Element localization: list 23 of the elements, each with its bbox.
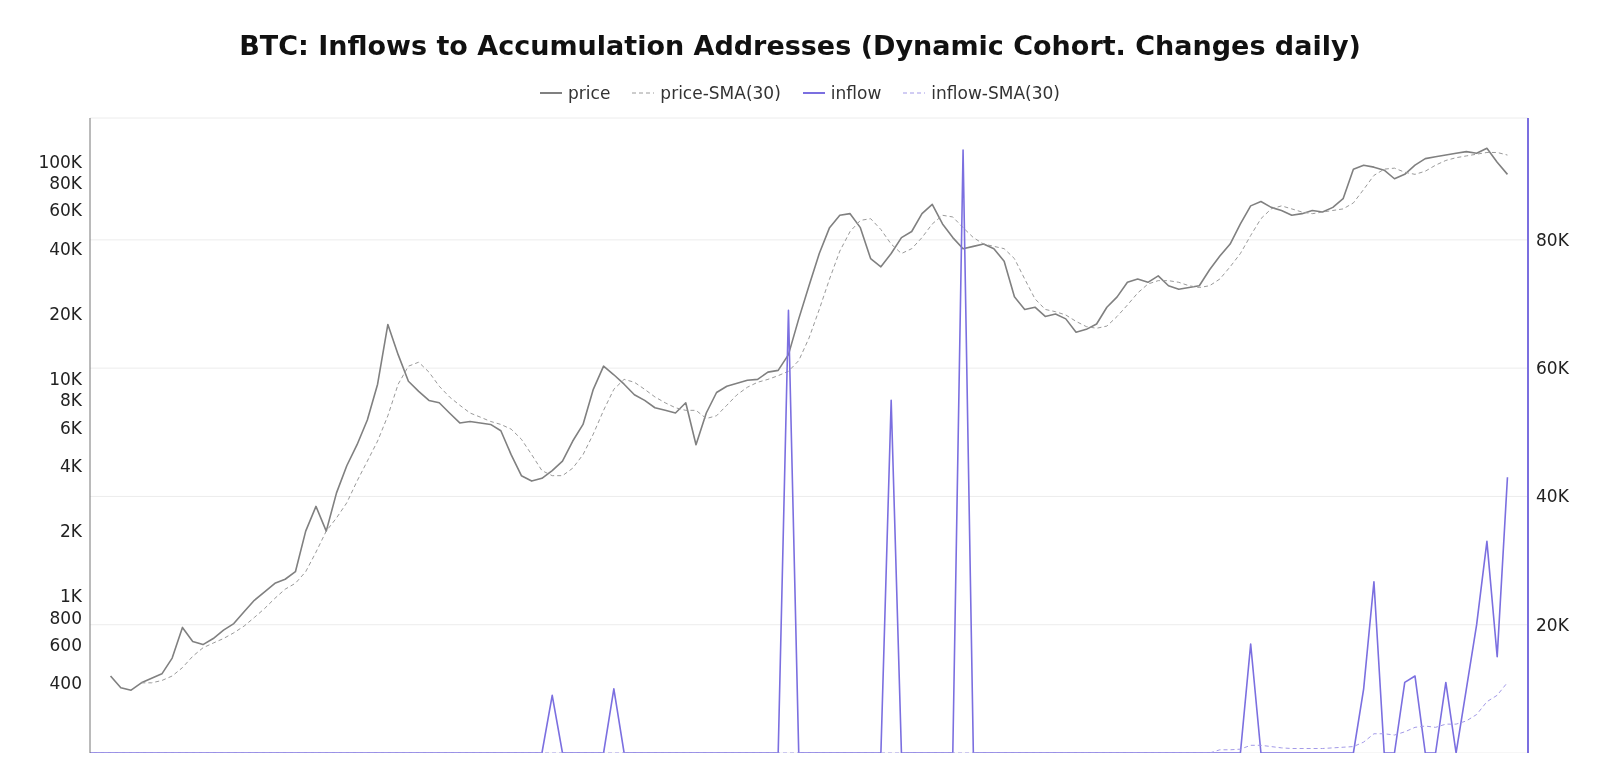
- legend-label: price-SMA(30): [660, 83, 781, 103]
- y-tick-label: 6K: [60, 417, 83, 438]
- y-tick-label: 400: [49, 672, 82, 693]
- y2-tick-label: 60K: [1536, 358, 1570, 379]
- y-tick-label: 600: [49, 634, 82, 655]
- y-tick-label: 100K: [38, 152, 83, 173]
- y-tick-label: 20K: [49, 304, 83, 325]
- y2-tick-label: 80K: [1536, 229, 1570, 250]
- y-tick-label: 40K: [49, 238, 83, 259]
- chart-title: BTC: Inflows to Accumulation Addresses (Dynamic Cohort. Changes daily): [238, 29, 1362, 63]
- y2-tick-label: 20K: [1536, 614, 1570, 635]
- legend-label: inflow: [830, 83, 882, 103]
- y-tick-label: 60K: [49, 200, 83, 221]
- y-tick-label: 10K: [49, 369, 83, 390]
- y-tick-label: 2K: [60, 521, 83, 542]
- y2-tick-label: 40K: [1536, 486, 1570, 507]
- y-tick-label: 80K: [49, 173, 83, 194]
- legend-label: inflow-SMA(30): [931, 83, 1060, 103]
- y-tick-label: 1K: [60, 586, 83, 607]
- legend-label: price: [568, 83, 611, 103]
- y-tick-label: 4K: [60, 455, 83, 476]
- y-tick-label: 800: [49, 607, 82, 628]
- y-tick-label: 8K: [60, 390, 83, 411]
